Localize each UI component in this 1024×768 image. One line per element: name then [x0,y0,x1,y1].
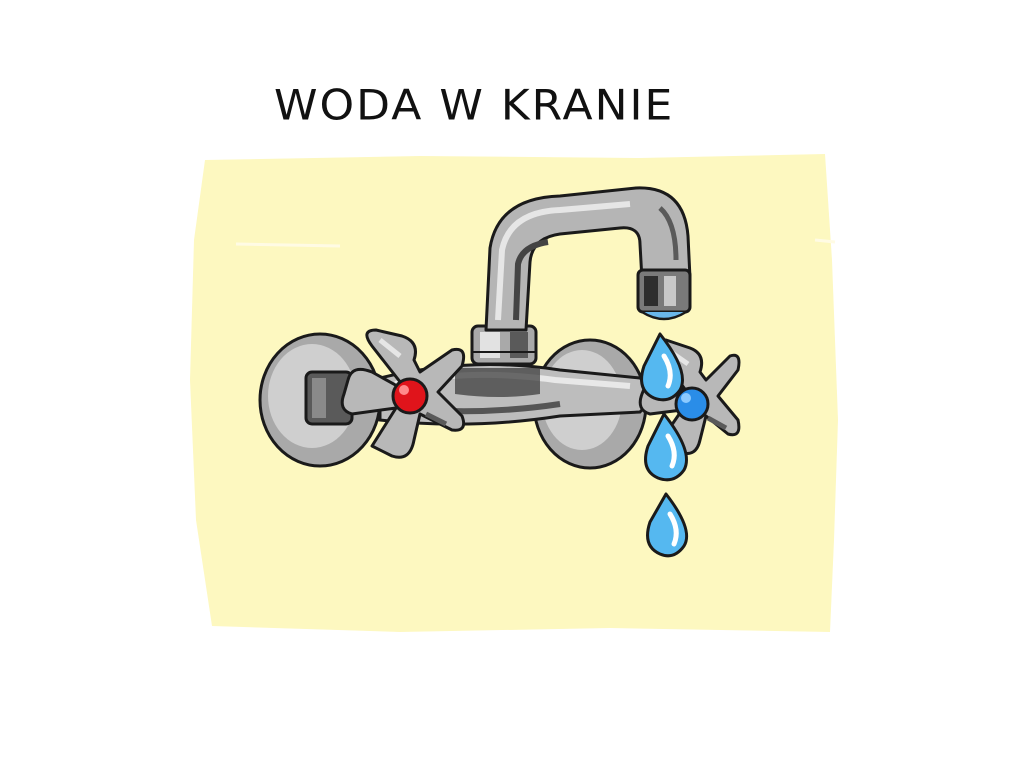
water-drop-icon [646,492,689,558]
faucet-spout [484,186,692,332]
cold-cap [674,386,710,422]
water-drop-icon [640,332,684,402]
water-drop-icon [644,412,688,482]
hot-handle-icon [340,328,466,459]
spout-nut [470,324,538,366]
left-wall-flange [258,332,382,468]
page-title: WODA W KRANIE [274,81,675,130]
hot-cap [391,377,429,415]
